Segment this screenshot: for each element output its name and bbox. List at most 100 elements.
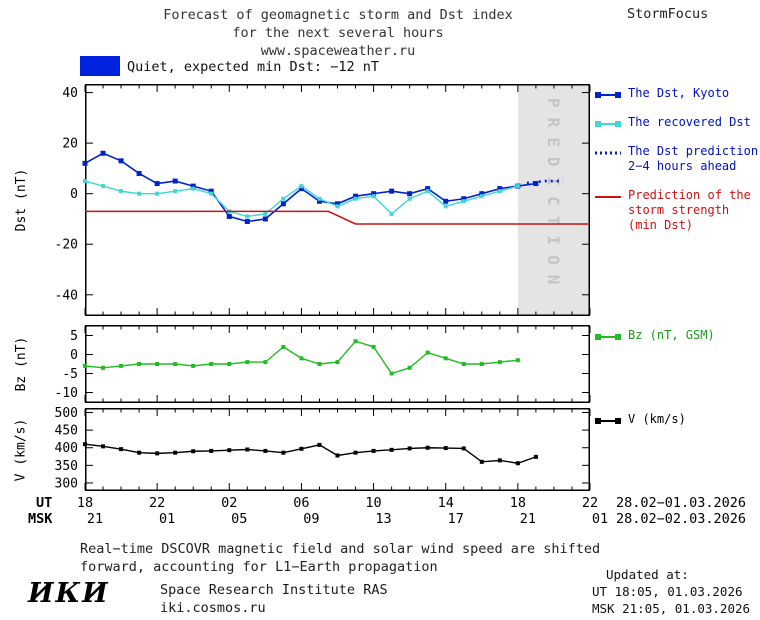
- x-tick-label: 13: [375, 511, 392, 527]
- legend-label: The Dst prediction 2−4 hours ahead: [628, 144, 759, 173]
- y-tick-label: 0: [70, 348, 78, 363]
- x-tick-label: 06: [293, 495, 310, 511]
- y-tick-label: -10: [55, 386, 78, 401]
- series-marker: [281, 196, 286, 201]
- series-marker: [155, 451, 160, 456]
- y-tick-label: 5: [70, 329, 78, 344]
- plot-frame: [85, 84, 590, 316]
- series-marker: [83, 442, 87, 447]
- series-marker: [479, 191, 485, 197]
- series-marker: [425, 189, 430, 194]
- series-marker: [461, 446, 466, 451]
- series-marker: [371, 448, 376, 453]
- series-marker: [281, 450, 286, 455]
- series-marker: [137, 450, 142, 455]
- series-marker: [389, 188, 395, 194]
- x-tick-label: 18: [509, 495, 526, 511]
- series-marker: [515, 461, 520, 466]
- series-marker: [137, 191, 142, 196]
- series-marker: [154, 181, 160, 187]
- series-marker: [209, 191, 214, 196]
- legend-label: V (km/s): [628, 412, 686, 426]
- series-marker: [299, 356, 304, 361]
- legend-marker-icon: [595, 92, 621, 98]
- propagation-note: Real−time DSCOVR magnetic field and sola…: [80, 540, 600, 576]
- y-tick-label: 300: [55, 476, 78, 491]
- series-marker: [497, 458, 502, 463]
- legend-marker-icon: [595, 334, 621, 340]
- series-marker: [173, 362, 178, 366]
- x-tick-label: 14: [437, 495, 454, 511]
- series-marker: [173, 189, 178, 194]
- series-marker: [262, 216, 268, 222]
- series-marker: [353, 450, 358, 455]
- legend-main: The Dst, Kyoto The recovered Dst The Dst p…: [594, 86, 760, 247]
- legend-label: The recovered Dst: [628, 115, 751, 129]
- series-marker: [443, 204, 448, 209]
- series-marker: [317, 362, 322, 366]
- series-marker: [83, 179, 87, 184]
- prediction-band-label: PREDICTION: [544, 98, 563, 294]
- series-marker: [479, 459, 484, 464]
- x-tick-label: 21: [86, 511, 104, 527]
- series-marker: [119, 447, 124, 452]
- institute-site-link[interactable]: iki.cosmos.ru: [160, 600, 266, 616]
- legend-item: Bz (nT, GSM): [594, 328, 760, 343]
- series-marker: [227, 448, 232, 453]
- series-marker: [425, 445, 430, 450]
- updated-ut: UT 18:05, 01.03.2026: [592, 584, 743, 599]
- y-tick-label: -20: [55, 238, 78, 253]
- series-marker: [227, 362, 232, 366]
- series-marker: [371, 194, 376, 199]
- series-marker: [461, 362, 466, 366]
- note-line2: forward, accounting for L1−Earth propaga…: [80, 559, 438, 575]
- series-marker: [137, 362, 142, 366]
- bz-chart: 5 0 -5 -10: [55, 325, 591, 403]
- series-marker: [479, 194, 484, 199]
- series-marker: [263, 360, 268, 365]
- x-tick-label: 17: [447, 511, 464, 527]
- series-marker: [533, 454, 538, 459]
- series-marker: [82, 160, 88, 166]
- x-tick-label: 01: [591, 511, 609, 527]
- x-axis-row-msk: MSK 28.02−02.03.2026 21 01 05 09 13 17 21 01: [0, 511, 760, 527]
- series-line: [526, 179, 563, 185]
- legend-bz: Bz (nT, GSM): [594, 328, 760, 357]
- series-marker: [353, 196, 358, 201]
- legend-v: V (km/s): [594, 412, 760, 441]
- series-marker: [119, 363, 124, 368]
- series-marker: [316, 198, 322, 204]
- series-marker: [515, 184, 520, 189]
- series-marker: [101, 444, 106, 449]
- series-marker: [136, 170, 142, 176]
- y-tick-label: 20: [62, 137, 78, 152]
- series-marker: [407, 196, 412, 201]
- prediction-band: [517, 85, 590, 315]
- status-text: Quiet, expected min Dst: −12 nT: [127, 59, 379, 75]
- legend-item: The recovered Dst: [594, 115, 760, 130]
- msk-date-range: 28.02−02.03.2026: [616, 511, 747, 527]
- dst-axis-label: Dst (nT): [14, 168, 29, 232]
- y-tick-label: 0: [70, 187, 78, 202]
- legend-marker-icon: [595, 151, 621, 155]
- x-tick-label: 18: [76, 495, 94, 511]
- ut-date-range: 28.02−01.03.2026: [616, 495, 747, 511]
- series-marker: [371, 344, 376, 349]
- legend-label: The Dst, Kyoto: [628, 86, 730, 100]
- series-marker: [101, 365, 106, 370]
- iki-logo: ИКИ: [28, 578, 110, 609]
- series-marker: [245, 360, 250, 365]
- series-marker: [191, 449, 196, 454]
- series-marker: [443, 446, 448, 451]
- legend-item: Prediction of the storm strength (min Ds…: [594, 188, 760, 233]
- x-axis-row-ut: UT 28.02−01.03.2026 18 22 02 06 10 14 18 22: [0, 495, 760, 511]
- title-line1: Forecast of geomagnetic storm and Dst in…: [163, 7, 513, 23]
- title-url-link[interactable]: www.spaceweather.ru: [260, 43, 416, 59]
- series-marker: [155, 191, 160, 196]
- series-marker: [335, 201, 340, 207]
- y-tick-label: 500: [55, 406, 78, 421]
- series-marker: [407, 365, 412, 370]
- legend-item: V (km/s): [594, 412, 760, 427]
- series-marker: [191, 186, 196, 191]
- updated-block: Updated at: UT 18:05, 01.03.2026 MSK 21:…: [592, 566, 760, 617]
